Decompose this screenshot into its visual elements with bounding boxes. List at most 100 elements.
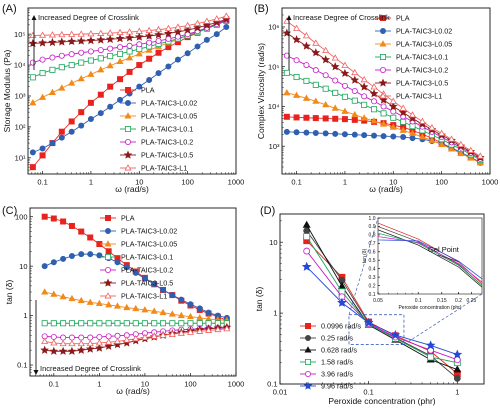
chart0-series-6-point — [184, 21, 192, 28]
chart2-y-tick-label: 10 — [19, 262, 27, 271]
chart4-y-tick-label: 0.2 — [369, 283, 376, 289]
chart0-x-tick-label: 1000 — [228, 178, 245, 187]
chart1-series-4-point — [390, 108, 397, 115]
chart1-series-0-point — [351, 116, 358, 123]
chart3-series-2-point — [453, 365, 462, 373]
chart3-plot-frame — [279, 213, 485, 385]
chart1-series-4-point — [332, 77, 339, 84]
chart2-legend-entry: PLA-TAIC3-L0.02 — [121, 227, 177, 236]
chart3-legend-entry: 0.25 rad/s — [321, 334, 353, 343]
chart0-series-4-point — [49, 54, 56, 61]
chart0-series-5-point — [105, 34, 115, 43]
chart4-series-3-line — [377, 232, 483, 286]
chart0-series-0-point — [97, 91, 104, 98]
chart2-series-1-point — [132, 269, 139, 276]
chart1-series-6-point — [408, 111, 417, 118]
chart2-y-tick-label: 1 — [23, 311, 27, 320]
chart0-series-5-point — [134, 32, 144, 41]
chart0-legend-entry: PLA-TAIC3-L0.05 — [141, 112, 197, 121]
chart0-series-4-point — [87, 48, 94, 55]
chart1-series-2-point — [312, 97, 320, 104]
chart0-series-5-point — [193, 23, 202, 32]
chart0-series-2-point — [29, 99, 37, 106]
chart0-legend-marker — [125, 138, 132, 145]
chart2-series-0-point — [50, 215, 57, 222]
chart3-series-4-point — [303, 247, 311, 255]
chart2-series-6-point — [214, 325, 222, 333]
chart2-series-3-point — [50, 320, 57, 327]
chart2-series-2-point — [141, 306, 149, 313]
chart0-series-1-point — [136, 83, 143, 90]
chart3-series-5-point — [337, 297, 347, 307]
chart2-legend-marker — [103, 278, 113, 287]
chart3-series-5-line — [306, 266, 458, 356]
chart4-x-axis-label: Peroxide concentration (phr) — [398, 305, 461, 311]
chart1-series-2-point — [293, 91, 301, 98]
chart0-series-5-point — [67, 36, 76, 46]
chart1-annotation-arrowhead — [286, 15, 292, 20]
chart1-series-5-point — [311, 48, 321, 57]
chart2-series-1-point — [169, 292, 176, 299]
chart0-legend-entry: PLA-TAIC3-L0.02 — [141, 99, 197, 108]
chart0-series-0-point — [117, 76, 124, 83]
inset-connector — [403, 293, 483, 345]
chart2-series-3-point — [87, 320, 94, 327]
chart2-series-1-point — [78, 251, 85, 258]
chart2-series-2-point — [168, 310, 176, 317]
chart4-y-tick-label: 0.4 — [369, 266, 376, 272]
chart0-annotation-arrowhead — [31, 15, 37, 20]
chart3-legend-marker — [304, 346, 312, 353]
chart1-series-4-point — [351, 87, 358, 94]
chart1-series-2-point — [457, 149, 465, 157]
chart2-series-3-point — [169, 320, 176, 327]
chart1-series-6-point — [302, 31, 310, 39]
chart2-series-6-point — [41, 337, 49, 344]
chart0-series-2-point — [106, 61, 114, 69]
chart2-legend-entry: PLA-TAIC3-L0.2 — [121, 266, 173, 275]
chart0-series-5-point — [115, 33, 125, 43]
gel-point-label: Gel Point — [428, 245, 460, 254]
chart1-legend-marker — [379, 67, 386, 74]
chart2-series-3-point — [41, 320, 48, 327]
chart2-series-5-point — [67, 346, 77, 355]
chart0-series-6-point — [58, 30, 66, 38]
chart1-series-4-point — [303, 62, 310, 69]
chart0-series-2-point — [68, 79, 76, 86]
chart0-series-5-point — [125, 33, 134, 42]
chart2-series-2-point — [41, 288, 49, 295]
chart2-series-6-point — [223, 325, 231, 332]
chart2-series-1-point — [123, 264, 130, 271]
chart0-series-5-point — [173, 27, 183, 36]
chart0-series-6-point — [193, 19, 202, 27]
chart1-series-2-point — [418, 133, 426, 140]
chart0-series-4-point — [97, 47, 104, 54]
panel-b-label: (B) — [254, 3, 269, 15]
chart4-y-tick-label: 0.3 — [369, 275, 376, 281]
chart1-y-tick-label: 10⁴ — [268, 102, 280, 111]
chart2-series-6-point — [168, 330, 176, 337]
chart0-series-6-point — [39, 31, 47, 38]
chart3-legend-marker — [303, 381, 313, 390]
chart0-series-6-point — [106, 29, 114, 36]
chart4-series-5-line — [377, 239, 483, 280]
chart1-series-6-point — [438, 129, 446, 136]
chart1-series-3-point — [303, 77, 310, 84]
chart2-legend-entry: PLA — [121, 214, 135, 223]
chart2-series-2-point — [77, 296, 85, 304]
chart2-annotation-text: Increased Degree of Crosslink — [40, 364, 141, 373]
chart2-series-5-point — [58, 346, 68, 355]
chart0-series-6-point — [68, 30, 76, 37]
chart2-series-0-point — [78, 228, 85, 235]
chart0-series-0-point — [78, 109, 85, 116]
chart0-series-6-point — [116, 28, 124, 36]
chart0-series-1-point — [174, 56, 181, 63]
chart0-legend-marker — [124, 112, 132, 119]
chart0-series-1-point — [203, 36, 210, 43]
chart1-series-5-point — [340, 68, 350, 78]
chart2-series-1-point — [187, 301, 194, 308]
chart1-series-6-point — [418, 117, 426, 124]
chart1-series-2-point — [341, 107, 349, 114]
chart2-legend-marker — [105, 214, 112, 221]
chart3-series-5-point — [363, 317, 374, 327]
